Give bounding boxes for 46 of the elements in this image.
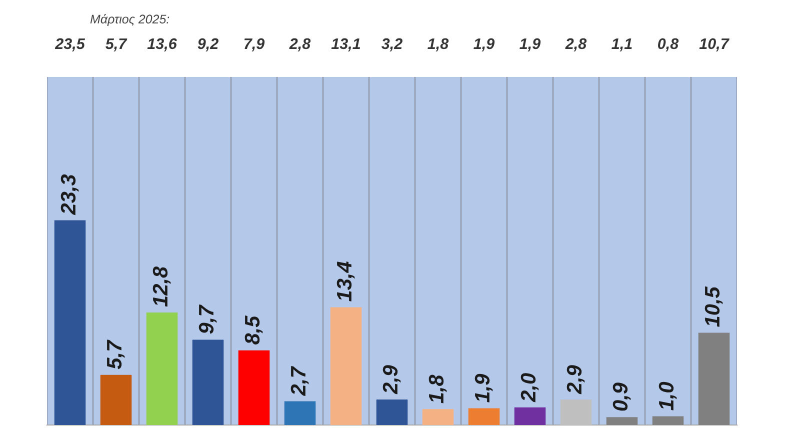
text: 13,1 <box>331 38 360 52</box>
text: 2,8 <box>565 38 587 52</box>
bar <box>606 417 638 425</box>
bar <box>560 400 592 425</box>
text: 5,7 <box>106 38 128 52</box>
bar <box>330 307 362 425</box>
data-label: 5,7 <box>107 340 125 370</box>
text: 3,2 <box>382 38 402 52</box>
bar <box>238 350 270 425</box>
bar <box>652 416 684 425</box>
bar <box>146 312 178 425</box>
data-label: 2,7 <box>290 366 309 396</box>
data-label: 0,9 <box>612 382 631 411</box>
text: 1,9 <box>520 38 541 52</box>
data-label: 2,9 <box>382 365 401 394</box>
data-label: 1,0 <box>658 382 677 410</box>
bar <box>284 401 316 425</box>
data-label: 2,9 <box>566 365 585 394</box>
text: 13,6 <box>147 38 177 52</box>
text: 0,8 <box>658 38 679 52</box>
data-label: 23,3 <box>60 174 79 216</box>
text: 23,5 <box>54 38 86 52</box>
data-label: 1,8 <box>428 374 447 404</box>
bar <box>514 407 546 425</box>
data-label: 1,9 <box>474 374 493 402</box>
bar <box>376 400 408 425</box>
text: Μάρτιος 2025: <box>90 14 170 26</box>
text: 1,8 <box>428 38 449 52</box>
data-label: 12,8 <box>152 266 171 307</box>
text: 2,8 <box>289 38 311 52</box>
data-label: 2,0 <box>520 373 539 402</box>
text: 9,2 <box>198 38 218 52</box>
bar <box>192 340 224 425</box>
text: 10,7 <box>699 38 730 52</box>
bar <box>422 409 454 425</box>
bar <box>468 408 500 425</box>
data-label: 10,5 <box>704 286 723 327</box>
text: 1,1 <box>612 38 632 52</box>
data-label: 9,7 <box>198 304 217 334</box>
bar <box>100 374 132 425</box>
data-label: 13,4 <box>336 262 355 302</box>
data-label: 8,5 <box>244 316 263 344</box>
text: 1,9 <box>474 38 495 52</box>
bar <box>698 332 730 425</box>
text: 7,9 <box>244 38 265 52</box>
bar <box>54 220 86 425</box>
